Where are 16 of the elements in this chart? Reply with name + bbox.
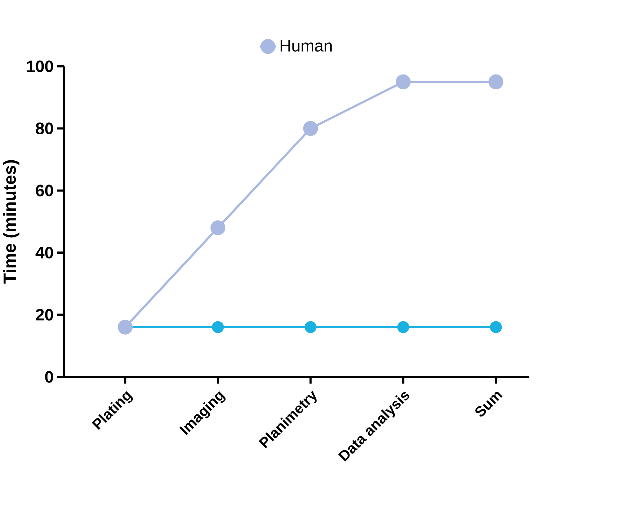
point: [210, 220, 226, 236]
y-tick-label: 40: [36, 246, 54, 259]
point: [212, 321, 224, 334]
legend-label: Human: [280, 40, 332, 52]
y-axis-title: Time (minutes): [3, 160, 20, 284]
point: [304, 321, 317, 334]
y-tick-label: 100: [27, 60, 54, 72]
y-tick-label: 60: [36, 184, 54, 197]
point: [396, 74, 411, 90]
y-tick-label: 80: [36, 122, 54, 135]
point: [303, 121, 318, 136]
point: [490, 321, 502, 334]
point: [398, 321, 410, 334]
y-tick-label: 0: [45, 371, 54, 383]
point: [488, 74, 504, 90]
y-tick-label: 20: [36, 309, 54, 321]
